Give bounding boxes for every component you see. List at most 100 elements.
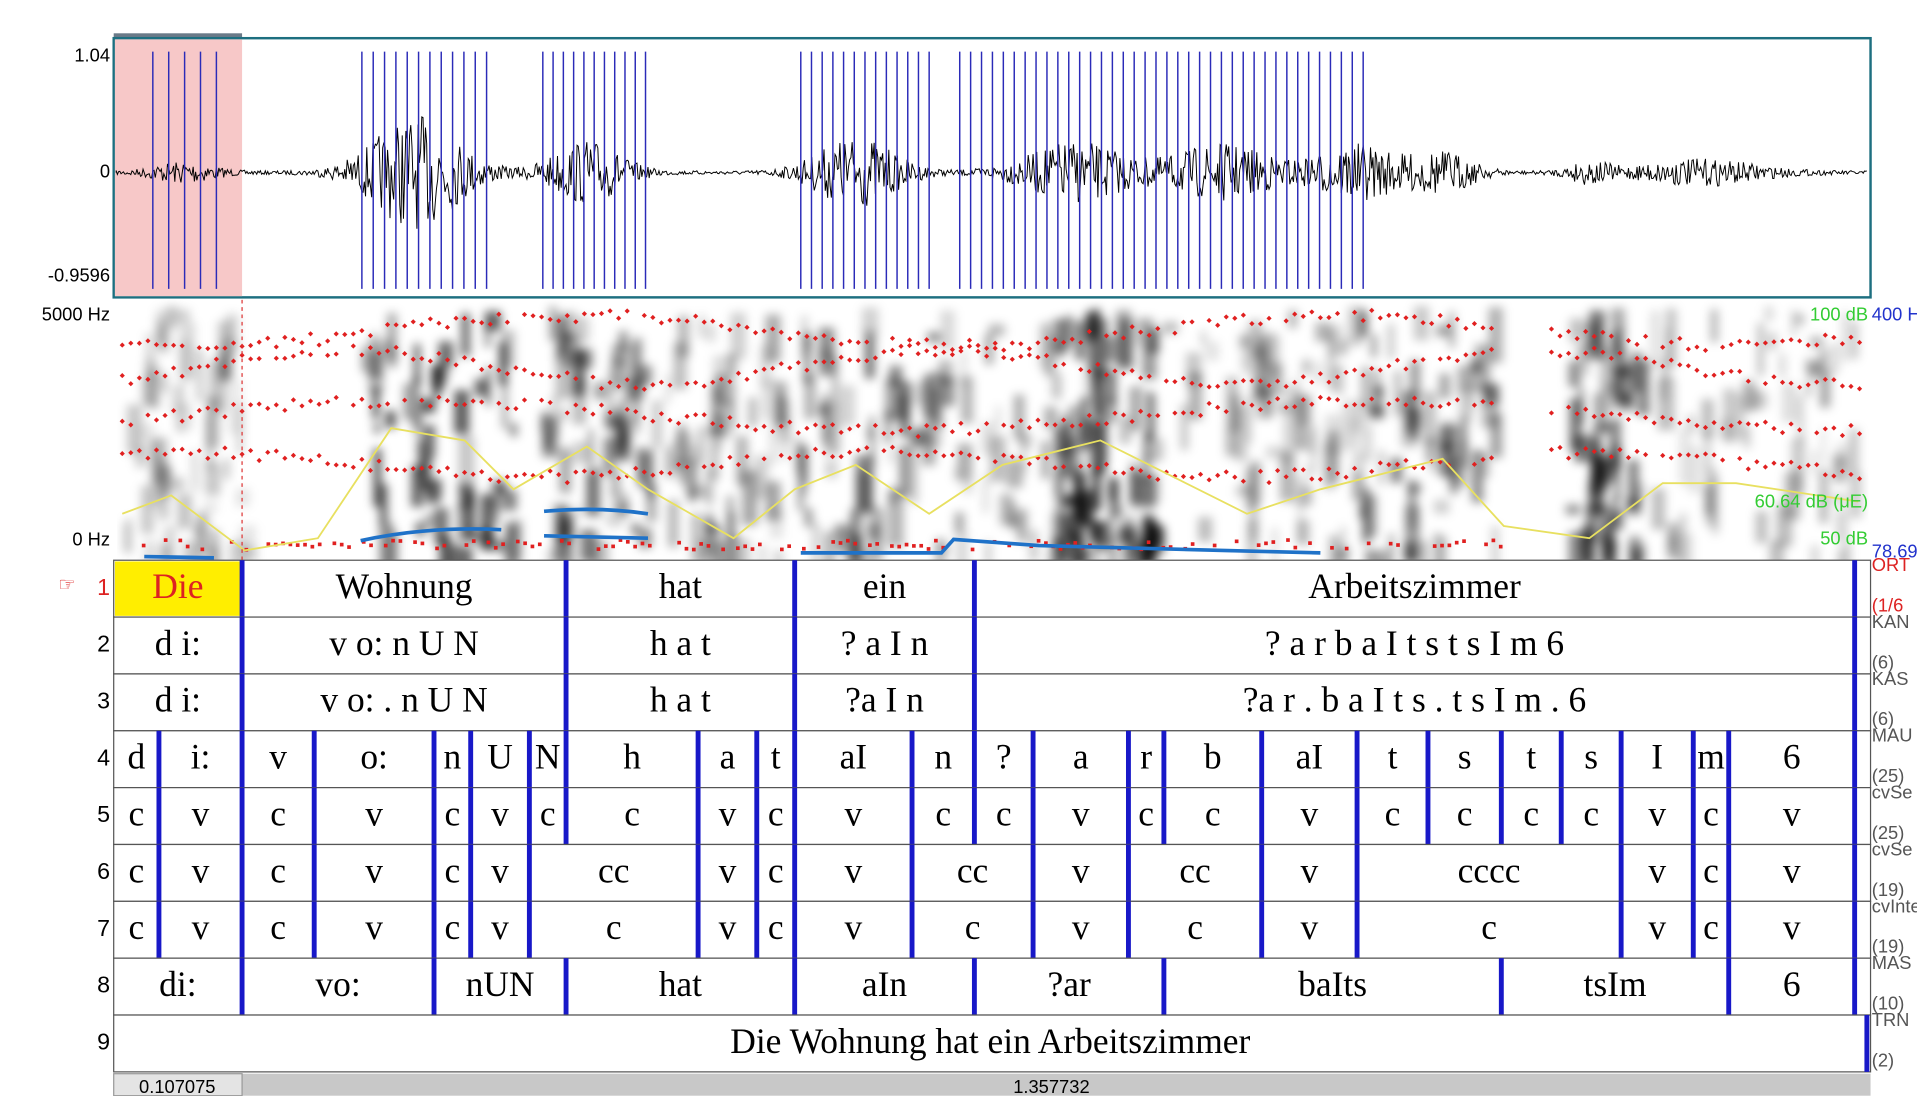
energy [586, 467, 601, 517]
formant [1591, 448, 1597, 455]
formant [1264, 541, 1268, 546]
energy [851, 510, 863, 561]
formant [350, 331, 356, 337]
energy [223, 458, 230, 480]
formant [453, 362, 459, 368]
energy [1129, 469, 1141, 504]
formant [1642, 415, 1649, 421]
formant [598, 310, 605, 317]
energy [1355, 401, 1369, 424]
formant [829, 336, 836, 343]
formant [872, 422, 878, 429]
energy [874, 509, 884, 560]
energy [1118, 416, 1132, 444]
formant [1429, 320, 1435, 327]
tier-number: 4 [97, 744, 110, 770]
formant [590, 470, 596, 476]
formant [1215, 383, 1221, 389]
formant [1257, 378, 1264, 384]
boundary [311, 844, 317, 902]
formant [427, 403, 433, 409]
energy [715, 374, 731, 407]
interval-label: t [1526, 737, 1536, 777]
formant [1737, 419, 1743, 426]
formant [1189, 474, 1195, 481]
energy [1361, 424, 1373, 462]
boundary [1690, 730, 1696, 788]
formant [1711, 452, 1717, 458]
formant [420, 541, 425, 546]
formant [1172, 410, 1178, 416]
formant [984, 345, 990, 351]
energy [1070, 550, 1083, 561]
formant [427, 464, 433, 470]
interval-label: t [1388, 737, 1398, 777]
formant [1309, 401, 1315, 407]
energy [768, 433, 778, 465]
formant [693, 380, 699, 386]
formant [1488, 455, 1495, 461]
formant [1720, 344, 1726, 350]
formant [1256, 543, 1261, 547]
formant [282, 334, 288, 340]
energy [1098, 318, 1108, 377]
formant [1394, 312, 1400, 318]
energy [1585, 504, 1596, 542]
formant [213, 451, 219, 457]
boundary [1030, 730, 1036, 788]
energy [423, 425, 436, 458]
interval-label: c [1583, 793, 1599, 833]
formant [1078, 366, 1084, 373]
formant [1052, 337, 1058, 343]
formant [547, 373, 553, 380]
formant [1480, 325, 1486, 331]
formant [470, 398, 476, 404]
energy [1820, 428, 1826, 465]
formant [838, 454, 844, 460]
formant [1120, 470, 1127, 476]
energy [940, 376, 955, 407]
formant [1086, 463, 1092, 469]
formant [1779, 379, 1786, 385]
formant [436, 468, 442, 475]
formant [675, 420, 682, 426]
energy [235, 488, 250, 507]
energy [191, 451, 199, 492]
energy [1422, 391, 1437, 446]
formant [949, 429, 955, 435]
formant [853, 541, 858, 546]
energy [438, 340, 454, 367]
formant [855, 339, 861, 346]
formant [1831, 334, 1837, 341]
interval-label: cc [598, 850, 629, 890]
formant [1548, 349, 1555, 355]
time-bar[interactable] [113, 1073, 1871, 1096]
tier-name: cvSe [1872, 838, 1913, 859]
formant [523, 541, 527, 546]
energy [1051, 373, 1062, 399]
energy [901, 380, 911, 438]
tier-count: (6) [1872, 651, 1894, 672]
energy [1438, 536, 1447, 561]
formant [310, 544, 315, 549]
boundary [468, 787, 474, 845]
formant [539, 372, 545, 378]
formant [1839, 341, 1846, 347]
formant [1036, 538, 1041, 543]
formant [479, 366, 485, 373]
boundary [754, 901, 760, 959]
formant [693, 313, 699, 319]
formant [641, 415, 647, 421]
energy [413, 343, 421, 384]
formant [821, 333, 827, 339]
formant [1344, 546, 1349, 551]
interval-label: cc [957, 850, 988, 890]
formant [1660, 452, 1666, 459]
formant [1386, 462, 1392, 468]
formant [1548, 446, 1555, 453]
formant [333, 331, 339, 337]
energy [172, 477, 184, 492]
energy [379, 484, 388, 525]
formant [1095, 465, 1101, 471]
energy [140, 485, 154, 535]
